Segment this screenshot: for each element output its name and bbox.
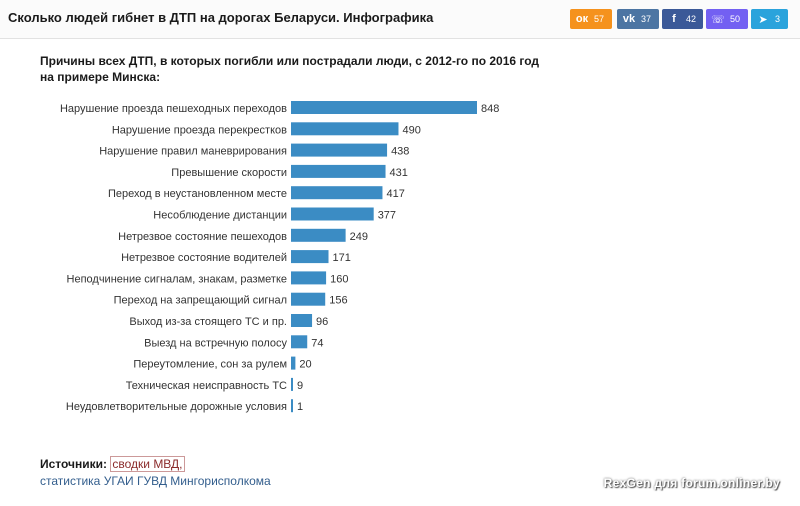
value-label: 96 (316, 316, 328, 328)
share-count: 57 (594, 14, 605, 24)
telegram-icon: ➤ (758, 13, 768, 26)
value-label: 74 (311, 337, 323, 349)
bar (291, 250, 329, 264)
chart-title: Причины всех ДТП, в которых погибли или … (40, 54, 540, 84)
share-vk-button[interactable]: vk 37 (617, 9, 659, 29)
page-title: Сколько людей гибнет в ДТП на дорогах Бе… (8, 10, 434, 25)
sources: Источники: сводки МВД, статистика УГАИ Г… (40, 456, 271, 490)
share-facebook-button[interactable]: f 42 (662, 9, 703, 29)
share-odnoklassniki-button[interactable]: ок 57 (570, 9, 612, 29)
value-label: 438 (391, 146, 409, 158)
bar (291, 164, 386, 178)
category-label: Несоблюдение дистанции (153, 210, 287, 222)
watermark: RexGen для forum.onliner.by (603, 476, 780, 490)
bar (291, 122, 399, 136)
category-label: Нетрезвое состояние водителей (121, 252, 287, 264)
top-bar: Сколько людей гибнет в ДТП на дорогах Бе… (0, 0, 800, 39)
bar (291, 228, 346, 242)
category-label: Нарушение правил маневрирования (99, 146, 287, 158)
bar (291, 101, 477, 114)
share-count: 50 (730, 14, 741, 24)
category-label: Нетрезвое состояние пешеходов (118, 231, 287, 243)
bar (291, 399, 293, 413)
share-count: 42 (686, 14, 697, 24)
value-label: 160 (330, 273, 348, 285)
bar (291, 314, 313, 327)
category-label: Переход в неустановленном месте (108, 188, 287, 200)
share-viber-button[interactable]: ☏ 50 (706, 9, 748, 29)
category-label: Переутомление, сон за рулем (133, 359, 287, 371)
category-label: Нарушение проезда пешеходных переходов (60, 103, 287, 115)
bar (291, 356, 296, 370)
value-label: 20 (299, 359, 311, 371)
category-label: Выход из-за стоящего ТС и пр. (129, 316, 287, 328)
facebook-icon: f (672, 13, 676, 25)
value-label: 431 (390, 167, 408, 179)
category-label: Неудовлетворительные дорожные условия (66, 401, 287, 413)
category-label: Выезд на встречную полосу (144, 337, 287, 349)
value-label: 156 (329, 295, 347, 307)
share-telegram-button[interactable]: ➤ 3 (751, 9, 788, 29)
category-label: Техническая неисправность ТС (126, 380, 287, 392)
bar (291, 207, 374, 221)
source-link-mvd[interactable]: сводки МВД, (110, 456, 185, 472)
bar (291, 377, 293, 391)
share-count: 37 (641, 14, 652, 24)
bar (291, 271, 327, 285)
bar (291, 143, 388, 157)
viber-icon: ☏ (711, 13, 725, 26)
value-label: 9 (297, 380, 303, 392)
source-link-ugai[interactable]: статистика УГАИ ГУВД Мингорисполкома (40, 474, 271, 488)
category-label: Превышение скорости (171, 167, 287, 179)
value-label: 848 (481, 103, 499, 115)
value-label: 249 (350, 231, 368, 243)
value-label: 171 (333, 252, 351, 264)
category-label: Нарушение проезда перекрестков (112, 124, 287, 136)
value-label: 1 (297, 401, 303, 413)
vk-icon: vk (622, 13, 636, 25)
category-label: Переход на запрещающий сигнал (114, 295, 287, 307)
odnoklassniki-icon: ок (575, 13, 589, 25)
value-label: 377 (378, 210, 396, 222)
share-count: 3 (775, 14, 781, 24)
bar (291, 292, 326, 306)
value-label: 417 (386, 188, 404, 200)
bar (291, 186, 383, 200)
sources-label: Источники: (40, 457, 108, 471)
category-label: Неподчинение сигналам, знакам, разметке (67, 273, 287, 285)
value-label: 490 (402, 124, 420, 136)
bar (291, 335, 308, 349)
